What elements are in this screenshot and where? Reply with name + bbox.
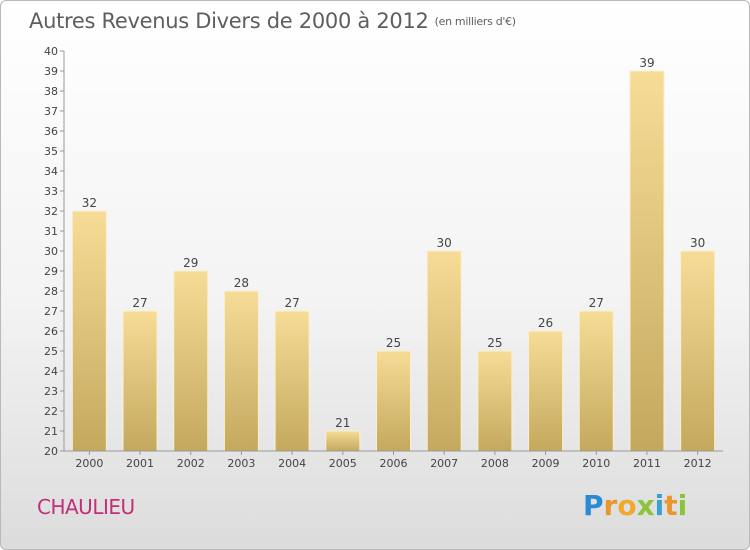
data-label-2002: 29 (183, 256, 198, 270)
proxiti-logo[interactable]: Proxiti (583, 489, 687, 522)
y-tick-label-23: 23 (44, 385, 58, 398)
x-tick-label-2006: 2006 (380, 457, 408, 470)
y-tick-label-20: 20 (44, 445, 58, 458)
y-tick-label-26: 26 (44, 325, 58, 338)
y-tick-label-31: 31 (44, 225, 58, 238)
x-tick-label-2008: 2008 (481, 457, 509, 470)
data-label-2008: 25 (487, 336, 502, 350)
bar-2009 (528, 330, 564, 452)
chart-title-text: Autres Revenus Divers de 2000 à 2012 (29, 9, 429, 33)
logo-letter: x (636, 489, 655, 522)
chart-title: Autres Revenus Divers de 2000 à 2012 (en … (29, 9, 516, 33)
x-tick-label-2004: 2004 (278, 457, 306, 470)
x-tick-label-2003: 2003 (227, 457, 255, 470)
place-name: CHAULIEU (37, 495, 135, 519)
y-tick-label-37: 37 (44, 105, 58, 118)
y-tick-label-40: 40 (44, 45, 58, 58)
logo-letter: r (603, 489, 618, 522)
y-tick-label-21: 21 (44, 425, 58, 438)
y-tick-label-34: 34 (44, 165, 58, 178)
data-label-2011: 39 (639, 56, 654, 70)
bar-2000 (71, 210, 107, 452)
x-tick-label-2000: 2000 (75, 457, 103, 470)
data-label-2012: 30 (690, 236, 705, 250)
x-tick-label-2011: 2011 (633, 457, 661, 470)
data-label-2003: 28 (234, 276, 249, 290)
data-label-2001: 27 (132, 296, 147, 310)
y-tick-label-28: 28 (44, 285, 58, 298)
bar-2010 (578, 310, 614, 452)
y-tick-label-33: 33 (44, 185, 58, 198)
logo-letter: i (677, 489, 688, 522)
logo-letter: t (664, 489, 678, 522)
bar-2012 (680, 250, 716, 452)
x-tick-label-2009: 2009 (532, 457, 560, 470)
data-label-2009: 26 (538, 316, 553, 330)
data-label-2000: 32 (82, 196, 97, 210)
bars-layer: 32 27 29 28 27 21 25 30 25 26 27 39 30 (71, 56, 716, 452)
chart-subtitle: (en milliers d'€) (434, 15, 516, 28)
y-tick-label-39: 39 (44, 65, 58, 78)
bar-2008 (477, 350, 513, 452)
x-tick-label-2005: 2005 (329, 457, 357, 470)
logo-letter: i (654, 489, 665, 522)
y-tick-label-35: 35 (44, 145, 58, 158)
bar-2004 (274, 310, 310, 452)
bar-2006 (376, 350, 411, 452)
bar-2011 (629, 70, 665, 452)
data-label-2010: 27 (589, 296, 604, 310)
bar-2003 (223, 290, 259, 452)
logo-letter: o (617, 489, 637, 522)
logo-letter: P (583, 489, 604, 522)
x-tick-label-2001: 2001 (126, 457, 154, 470)
data-label-2004: 27 (284, 296, 299, 310)
data-label-2005: 21 (335, 416, 350, 430)
data-label-2007: 30 (437, 236, 452, 250)
y-tick-label-22: 22 (44, 405, 58, 418)
y-tick-label-38: 38 (44, 85, 58, 98)
bar-2007 (426, 250, 462, 452)
x-tick-label-2002: 2002 (177, 457, 205, 470)
y-tick-label-30: 30 (44, 245, 58, 258)
x-tick-label-2012: 2012 (684, 457, 712, 470)
x-tick-label-2007: 2007 (430, 457, 458, 470)
y-tick-label-36: 36 (44, 125, 58, 138)
y-tick-label-25: 25 (44, 345, 58, 358)
y-tick-label-29: 29 (44, 265, 58, 278)
y-tick-label-24: 24 (44, 365, 58, 378)
bar-2001 (122, 310, 158, 452)
y-tick-label-32: 32 (44, 205, 58, 218)
axes-layer: 2000 2001 2002 2003 2004 2005 2006 2007 2008 2009… (44, 45, 723, 470)
x-tick-label-2010: 2010 (582, 457, 610, 470)
data-label-2006: 25 (386, 336, 401, 350)
bar-2005 (325, 430, 361, 452)
y-tick-label-27: 27 (44, 305, 58, 318)
bar-2002 (173, 270, 209, 452)
